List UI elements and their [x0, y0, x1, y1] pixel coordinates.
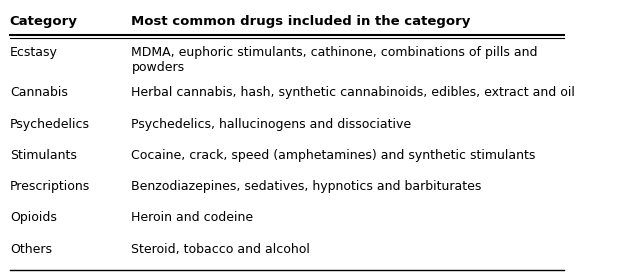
- Text: MDMA, euphoric stimulants, cathinone, combinations of pills and
powders: MDMA, euphoric stimulants, cathinone, co…: [132, 46, 538, 74]
- Text: Cocaine, crack, speed (amphetamines) and synthetic stimulants: Cocaine, crack, speed (amphetamines) and…: [132, 149, 536, 162]
- Text: Psychedelics: Psychedelics: [10, 118, 90, 131]
- Text: Others: Others: [10, 243, 52, 256]
- Text: Stimulants: Stimulants: [10, 149, 77, 162]
- Text: Opioids: Opioids: [10, 211, 57, 225]
- Text: Psychedelics, hallucinogens and dissociative: Psychedelics, hallucinogens and dissocia…: [132, 118, 411, 131]
- Text: Herbal cannabis, hash, synthetic cannabinoids, edibles, extract and oil: Herbal cannabis, hash, synthetic cannabi…: [132, 87, 576, 99]
- Text: Steroid, tobacco and alcohol: Steroid, tobacco and alcohol: [132, 243, 310, 256]
- Text: Heroin and codeine: Heroin and codeine: [132, 211, 254, 225]
- Text: Category: Category: [10, 15, 78, 28]
- Text: Prescriptions: Prescriptions: [10, 180, 90, 193]
- Text: Benzodiazepines, sedatives, hypnotics and barbiturates: Benzodiazepines, sedatives, hypnotics an…: [132, 180, 482, 193]
- Text: Ecstasy: Ecstasy: [10, 46, 58, 59]
- Text: Most common drugs included in the category: Most common drugs included in the catego…: [132, 15, 471, 28]
- Text: Cannabis: Cannabis: [10, 87, 67, 99]
